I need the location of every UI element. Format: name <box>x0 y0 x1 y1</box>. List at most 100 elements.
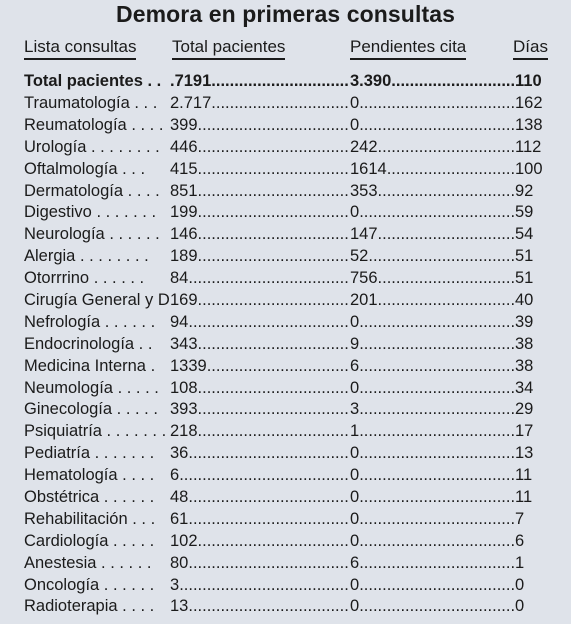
row-name: Cirugía General y D <box>24 291 170 310</box>
row-total-value: 61 <box>170 509 350 531</box>
row-dias: 34 <box>515 378 534 397</box>
row-total-value: 169 <box>170 290 350 312</box>
table-row: Reumatología . . . .3990138 <box>0 115 571 137</box>
row-name-cell: Reumatología . . . . <box>24 115 170 137</box>
table-row: Otorrrino . . . . . .8475651 <box>0 268 571 290</box>
row-pending-value: 0 <box>350 465 515 487</box>
row-name-cell: Nefrología . . . . . . <box>24 312 170 334</box>
row-pending-value: 0 <box>350 509 515 531</box>
row-pendientes-cita: 9 <box>350 334 515 356</box>
row-name: Medicina Interna <box>24 356 146 375</box>
row-total-value: 446 <box>170 137 350 159</box>
row-name: Ginecología <box>24 400 113 419</box>
row-total-value: 3 <box>170 575 350 597</box>
row-total-value: 94 <box>170 312 350 334</box>
row-dias: 38 <box>515 356 534 375</box>
table-row: Oncología . . . . . .300 <box>0 575 571 597</box>
row-total-pacientes: 851 <box>170 181 350 203</box>
row-name-cell: Digestivo . . . . . . . <box>24 202 170 224</box>
table-row: Dermatología . . . .85135392 <box>0 181 571 203</box>
table-row: Nefrología . . . . . .94039 <box>0 312 571 334</box>
row-name: Oncología <box>24 575 100 594</box>
row-name: Oftalmología <box>24 159 118 178</box>
row-dias: 13 <box>515 444 534 463</box>
row-name-leader: . . . . . <box>112 378 159 397</box>
row-name: Digestivo <box>24 203 92 222</box>
row-pendientes-cita: 1 <box>350 421 515 443</box>
row-pendientes-cita: 0 <box>350 443 515 465</box>
row-pending-value: 0 <box>350 93 515 115</box>
row-total-pacientes: 61 <box>170 509 350 531</box>
row-total-value: 84 <box>170 268 350 290</box>
row-name-leader: . . . <box>117 159 146 178</box>
row-pendientes-cita: 201 <box>350 290 515 312</box>
table-row: Digestivo . . . . . . .199059 <box>0 202 571 224</box>
row-name-cell: Hematología . . . . <box>24 465 170 487</box>
row-pendientes-cita: 0 <box>350 465 515 487</box>
row-name-leader: . . . . . . . <box>91 203 157 222</box>
row-pendientes-cita: 0 <box>350 596 515 618</box>
row-total-pacientes: 108 <box>170 378 350 400</box>
row-name-leader: . . . . <box>123 181 160 200</box>
row-dias: 138 <box>515 115 543 134</box>
row-pendientes-cita: 0 <box>350 202 515 224</box>
row-total-value: 13 <box>170 596 350 618</box>
row-pendientes-cita: 0 <box>350 115 515 137</box>
row-name: Endocrinología <box>24 334 135 353</box>
row-total-pacientes: 1339 <box>170 356 350 378</box>
row-pendientes-cita: 0 <box>350 378 515 400</box>
header-pendientes-cita: Pendientes cita <box>350 36 467 60</box>
row-pending-value: 0 <box>350 202 515 224</box>
row-name-cell: Dermatología . . . . <box>24 181 170 203</box>
row-name: Pediatría <box>24 444 91 463</box>
row-name: Reumatología <box>24 115 127 134</box>
row-total-pacientes: 415 <box>170 159 350 181</box>
row-dias: 92 <box>515 181 534 200</box>
row-pending-value: 0 <box>350 115 515 137</box>
row-total-value: 415 <box>170 159 350 181</box>
row-dias: 7 <box>515 509 525 528</box>
row-total-value: 6 <box>170 465 350 487</box>
row-pending-value: 1 <box>350 421 515 443</box>
row-dias: 112 <box>515 137 542 156</box>
row-name-leader: . . . . . . <box>100 312 156 331</box>
row-total-value: 80 <box>170 553 350 575</box>
row-name-leader: . . . . . . <box>96 553 152 572</box>
row-dias: 162 <box>515 94 543 112</box>
row-name-cell: Endocrinología . . <box>24 334 170 356</box>
row-pendientes-cita: 3 <box>350 399 515 421</box>
row-total-pacientes: 13 <box>170 596 350 618</box>
row-pending-value: 147 <box>350 224 515 246</box>
row-pending-value: 0 <box>350 487 515 509</box>
row-name-cell: Rehabilitación . . . <box>24 509 170 531</box>
table-row: Rehabilitación . . .6107 <box>0 509 571 531</box>
page-title: Demora en primeras consultas <box>116 1 455 27</box>
row-total-pacientes: 199 <box>170 202 350 224</box>
row-dias: 11 <box>515 466 533 485</box>
row-name: Traumatología <box>24 94 130 112</box>
row-name: Nefrología <box>24 312 101 331</box>
row-pendientes-cita: 0 <box>350 575 515 597</box>
row-name: Neurología <box>24 225 105 244</box>
row-name: Psiquiatría <box>24 422 102 441</box>
table-row: Endocrinología . .343938 <box>0 334 571 356</box>
row-pending-value: 242 <box>350 137 515 159</box>
row-pending-value: 52 <box>350 246 515 268</box>
row-pendientes-cita: 0 <box>350 312 515 334</box>
row-name-cell: Obstétrica . . . . . . <box>24 487 170 509</box>
row-pendientes-cita: 242 <box>350 137 515 159</box>
row-pending-value: 0 <box>350 575 515 597</box>
table-row: Traumatología . . .2.7170162 <box>0 93 571 115</box>
row-total-pacientes: 218 <box>170 421 350 443</box>
row-total-value: 851 <box>170 181 350 203</box>
row-name-cell: Neumología . . . . . <box>24 378 170 400</box>
row-dias: 29 <box>515 400 534 419</box>
row-dias: 51 <box>515 247 534 266</box>
row-pending-value: 201 <box>350 290 515 312</box>
row-pending-value: 3 <box>350 399 515 421</box>
row-total-value: 36 <box>170 443 350 465</box>
row-name-leader: . . . . . . <box>99 575 155 594</box>
row-pending-value: 9 <box>350 334 515 356</box>
row-name: Dermatología <box>24 181 124 200</box>
row-total-value: 102 <box>170 531 350 553</box>
